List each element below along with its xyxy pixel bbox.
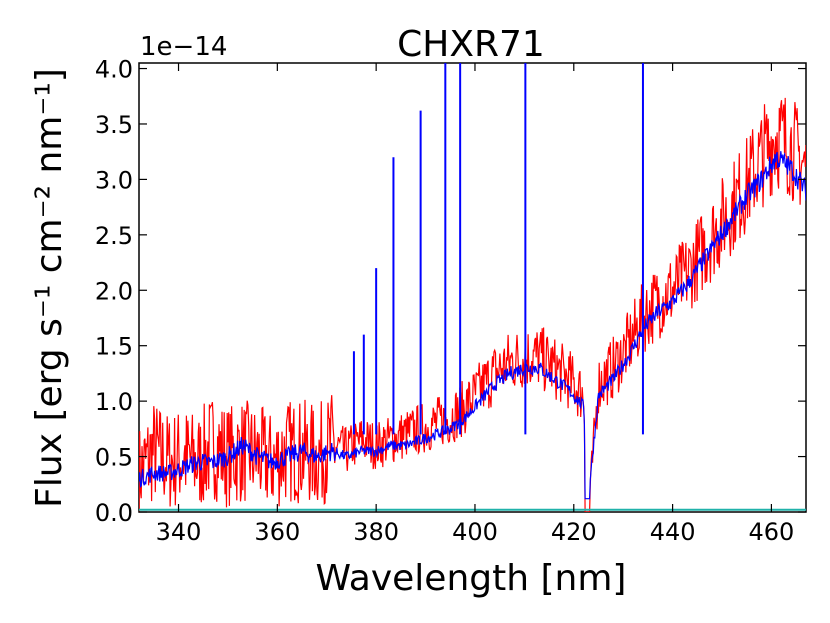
x-tick-label: 400 [452, 518, 498, 546]
plot-frame [138, 62, 807, 513]
y-tick-label: 2.0 [95, 277, 133, 305]
series-line-spectrum-red [139, 97, 806, 512]
x-tick-label: 360 [254, 518, 300, 546]
y-tick-label: 1.5 [95, 333, 133, 361]
y-tick-label: 4.0 [95, 56, 133, 84]
y-tick-label: 3.5 [95, 111, 133, 139]
x-tick-label: 420 [551, 518, 597, 546]
y-offset-text: 1e−14 [140, 32, 227, 62]
x-tick-label: 380 [353, 518, 399, 546]
y-tick-label: 3.0 [95, 166, 133, 194]
x-tick-label: 340 [156, 518, 202, 546]
y-tick-label: 0.0 [95, 499, 133, 527]
plot-area: 340 360 380 400 420 440 460 0.0 0.5 1.0 1.5 2.0 2.5… [95, 56, 807, 546]
series-layer [139, 63, 806, 512]
y-axis: 0.0 0.5 1.0 1.5 2.0 2.5 3.0 3.5 4.0 [95, 56, 806, 527]
x-tick-label: 440 [650, 518, 696, 546]
series-line-spectrum-blue [139, 151, 806, 500]
x-tick-label: 460 [749, 518, 795, 546]
y-axis-label: Flux [erg s⁻¹ cm⁻² nm⁻¹] [29, 68, 70, 508]
x-axis: 340 360 380 400 420 440 460 [156, 63, 795, 546]
y-tick-label: 1.0 [95, 388, 133, 416]
x-axis-label: Wavelength [nm] [316, 558, 627, 599]
chart-title: CHXR71 [397, 24, 545, 65]
y-tick-label: 0.5 [95, 444, 133, 472]
y-tick-label: 2.5 [95, 222, 133, 250]
